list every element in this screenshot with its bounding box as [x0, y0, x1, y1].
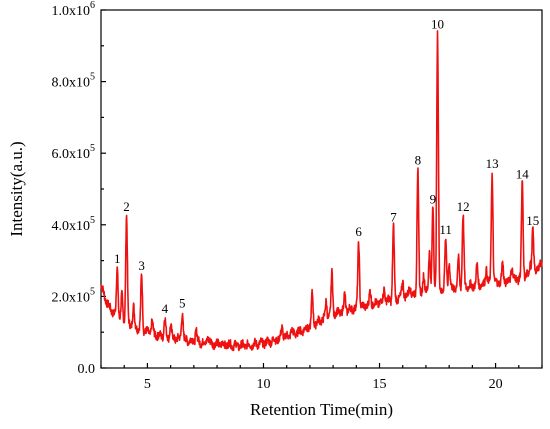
peak-label: 3 [138, 258, 145, 273]
peak-label: 13 [486, 156, 499, 171]
y-tick-label: 6.0x105 [52, 143, 96, 162]
peak-label: 11 [439, 222, 452, 237]
peak-label: 10 [431, 16, 444, 31]
x-tick-label: 15 [373, 377, 387, 392]
peak-label: 1 [114, 251, 121, 266]
peak-label: 7 [390, 210, 397, 225]
x-tick-label: 10 [256, 377, 270, 392]
y-tick-label: 0.0 [78, 362, 96, 377]
peak-label: 5 [179, 296, 186, 311]
y-tick-label: 8.0x105 [52, 72, 96, 91]
y-tick-label: 1.0x106 [52, 0, 96, 19]
peak-label: 6 [355, 224, 362, 239]
peak-label: 8 [415, 152, 422, 167]
x-axis-title: Retention Time(min) [250, 400, 393, 419]
y-tick-label: 2.0x105 [52, 286, 96, 305]
peak-label: 4 [162, 301, 169, 316]
peak-label: 9 [430, 192, 437, 207]
peak-label: 14 [516, 167, 530, 182]
peak-label: 15 [526, 213, 539, 228]
y-axis-title: Intensity(a.u.) [7, 141, 26, 236]
y-tick-label: 4.0x105 [52, 215, 96, 234]
x-tick-label: 20 [489, 377, 503, 392]
peak-label: 2 [123, 199, 130, 214]
peak-label: 12 [457, 199, 470, 214]
x-tick-label: 5 [144, 377, 151, 392]
